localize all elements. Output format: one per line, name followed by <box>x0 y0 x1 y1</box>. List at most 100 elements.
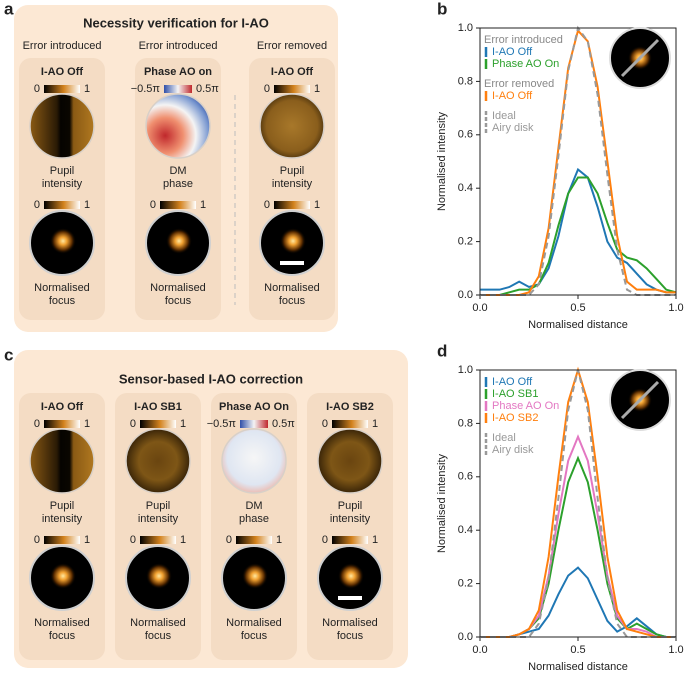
pupil-image <box>259 93 325 159</box>
y-tick-label: 1.0 <box>458 22 473 34</box>
plot-frame <box>479 27 677 296</box>
colorbar-max: 1 <box>314 83 320 95</box>
panel-label: a <box>4 0 14 18</box>
colorbar <box>240 420 268 428</box>
focus-spot <box>146 563 172 589</box>
caption: Pupil <box>280 165 304 177</box>
caption: DM <box>245 500 262 512</box>
colorbar-max: 1 <box>84 199 90 211</box>
caption: focus <box>241 630 268 642</box>
caption: Normalised <box>226 617 282 629</box>
caption: phase <box>239 513 269 525</box>
x-tick-label: 1.0 <box>668 644 683 656</box>
column-title: I-AO Off <box>41 66 83 78</box>
profile-line <box>620 38 660 78</box>
colorbar <box>44 85 80 93</box>
colorbar-max: 1 <box>372 418 378 430</box>
profile-line <box>620 380 660 420</box>
colorbar-min: 0 <box>264 83 270 95</box>
colorbar-min: −0.5π <box>207 418 237 430</box>
pupil-image <box>29 428 95 494</box>
column-title: I-AO Off <box>41 401 83 413</box>
y-tick-label: 0.0 <box>458 631 473 643</box>
colorbar-min: 0 <box>150 199 156 211</box>
caption: focus <box>145 630 172 642</box>
y-tick-label: 0.6 <box>458 471 473 483</box>
legend-label: Phase AO On <box>492 58 559 70</box>
colorbar-min: 0 <box>322 418 328 430</box>
column-title: I-AO Off <box>271 66 313 78</box>
colorbar <box>236 536 272 544</box>
caption: Pupil <box>50 500 74 512</box>
data-line <box>480 566 676 638</box>
caption: Normalised <box>150 282 206 294</box>
caption: Normalised <box>130 617 186 629</box>
column-title: Phase AO On <box>219 401 289 413</box>
y-tick-label: 0.8 <box>458 75 473 87</box>
y-tick-label: 0.8 <box>458 417 473 429</box>
column-header: Error removed <box>257 40 327 52</box>
focus-spot <box>338 563 364 589</box>
panel-title: Sensor-based I-AO correction <box>119 371 303 386</box>
image-panels: a Necessity verification for I-AO Error in… <box>4 0 408 668</box>
colorbar <box>140 536 176 544</box>
x-tick-label: 0.5 <box>570 302 585 314</box>
data-line <box>480 176 677 296</box>
caption: intensity <box>42 513 83 525</box>
caption: Normalised <box>322 617 378 629</box>
colorbar-max: 1 <box>314 199 320 211</box>
caption: focus <box>279 295 306 307</box>
caption: intensity <box>42 178 83 190</box>
colorbar <box>44 536 80 544</box>
y-tick-label: 0.2 <box>458 578 473 590</box>
scale-bar <box>338 596 362 600</box>
column-title: I-AO SB2 <box>326 401 374 413</box>
focus-spot <box>166 228 192 254</box>
legend-label: Airy disk <box>492 444 534 456</box>
x-tick-label: 0.0 <box>472 302 487 314</box>
plot-frame <box>479 369 677 638</box>
y-tick-label: 0.0 <box>458 289 473 301</box>
pupil-image <box>221 428 287 494</box>
legend-label: I-AO Off <box>492 376 533 388</box>
colorbar <box>332 536 368 544</box>
legend-header: Error removed <box>484 78 554 90</box>
caption: Normalised <box>34 282 90 294</box>
legend-label: I-AO SB2 <box>492 412 538 424</box>
colorbar-min: 0 <box>34 418 40 430</box>
focus-spot <box>50 563 76 589</box>
legend-label: Phase AO On <box>492 400 559 412</box>
caption: DM <box>169 165 186 177</box>
colorbar-min: 0 <box>264 199 270 211</box>
colorbar-min: 0 <box>34 83 40 95</box>
column-header: Error introduced <box>139 40 218 52</box>
colorbar-min: 0 <box>34 199 40 211</box>
x-tick-label: 0.5 <box>570 644 585 656</box>
legend-label: Airy disk <box>492 122 534 134</box>
colorbar-min: 0 <box>34 534 40 546</box>
colorbar-max: 1 <box>84 534 90 546</box>
colorbar-min: 0 <box>322 534 328 546</box>
colorbar <box>44 420 80 428</box>
colorbar-min: −0.5π <box>131 83 161 95</box>
caption: Normalised <box>264 282 320 294</box>
colorbar <box>160 201 196 209</box>
column-title: I-AO SB1 <box>134 401 182 413</box>
caption: focus <box>49 295 76 307</box>
legend-label: I-AO SB1 <box>492 388 538 400</box>
colorbar-min: 0 <box>130 418 136 430</box>
caption: phase <box>163 178 193 190</box>
caption: Normalised <box>34 617 90 629</box>
caption: intensity <box>138 513 179 525</box>
colorbar-max: 1 <box>84 83 90 95</box>
colorbar <box>140 420 176 428</box>
caption: focus <box>337 630 364 642</box>
x-tick-label: 1.0 <box>668 302 683 314</box>
y-tick-label: 0.4 <box>458 524 473 536</box>
x-axis-label: Normalised distance <box>528 319 628 331</box>
scale-bar <box>280 261 304 265</box>
focus-spot <box>280 228 306 254</box>
colorbar-max: 0.5π <box>196 83 219 95</box>
pupil-image <box>125 428 191 494</box>
caption: focus <box>49 630 76 642</box>
